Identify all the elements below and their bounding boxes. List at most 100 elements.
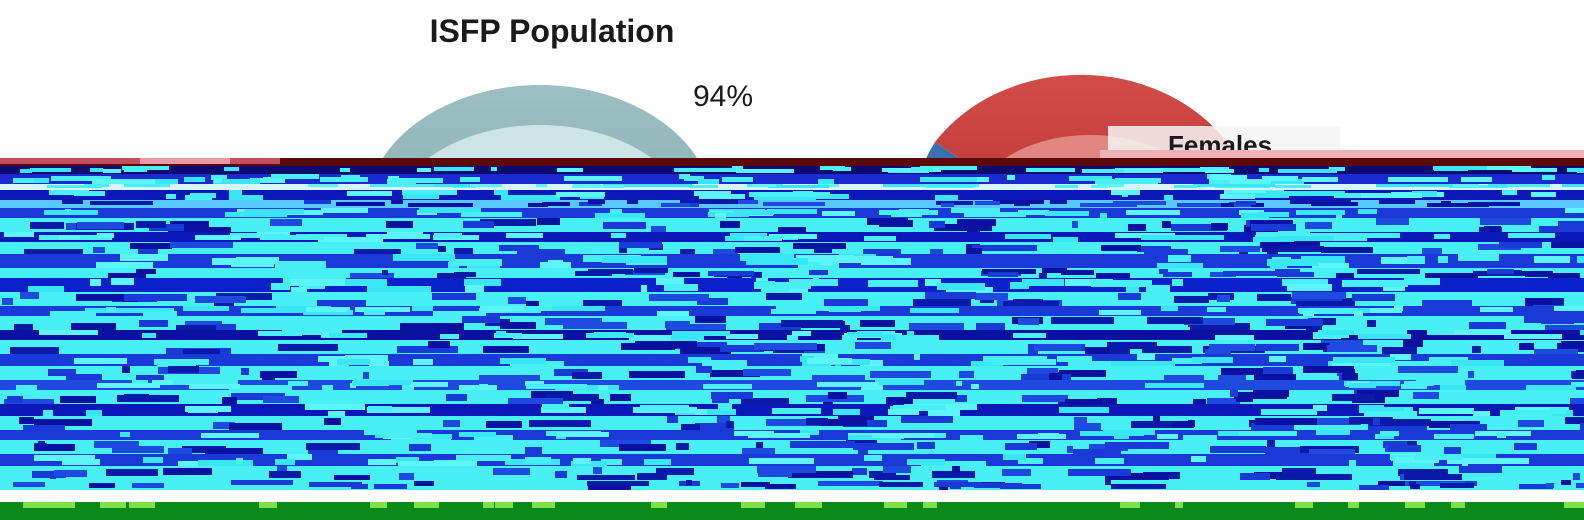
glitch-strip <box>712 396 729 403</box>
glitch-strip <box>34 178 49 183</box>
glitch-strip <box>1236 201 1256 205</box>
glitch-strip <box>1107 342 1157 349</box>
glitch-strip <box>456 455 511 461</box>
glitch-strip <box>694 191 731 196</box>
glitch-strip <box>494 333 522 338</box>
glitch-strip <box>1027 368 1058 375</box>
glitch-strip <box>1269 356 1286 362</box>
glitch-strip <box>402 385 414 390</box>
glitch-strip <box>1177 203 1221 207</box>
glitch-strip <box>168 366 199 373</box>
glitch-strip <box>619 242 662 248</box>
glitch-strip <box>1369 419 1431 426</box>
glitch-strip <box>1209 344 1255 351</box>
glitch-strip <box>1265 447 1310 454</box>
glitch-strip <box>92 179 155 184</box>
glitch-strip <box>1097 184 1124 187</box>
glitch-strip <box>815 306 880 311</box>
glitch-strip <box>888 409 919 415</box>
glitch-strip <box>818 481 883 486</box>
glitch-strip <box>1311 318 1336 325</box>
glitch-strip <box>1142 346 1192 353</box>
glitch-strip <box>1504 334 1562 339</box>
glitch-strip <box>262 375 275 382</box>
glitch-strip <box>89 483 115 488</box>
glitch-strip <box>1018 210 1049 215</box>
glitch-strip <box>725 236 753 241</box>
glitch-strip <box>1105 480 1111 485</box>
glitch-strip <box>795 502 822 508</box>
glitch-strip <box>259 502 277 508</box>
glitch-strip <box>807 358 852 364</box>
glitch-strip <box>176 325 234 332</box>
glitch-strip <box>374 484 407 489</box>
glitch-strip <box>291 287 307 294</box>
glitch-strip <box>241 308 304 313</box>
glitch-strip <box>617 213 634 218</box>
glitch-strip <box>1261 409 1317 415</box>
glitch-strip <box>1514 443 1537 450</box>
glitch-strip <box>1059 407 1109 413</box>
glitch-strip <box>754 195 816 200</box>
glitch-strip <box>835 256 893 263</box>
glitch-strip <box>13 178 49 183</box>
glitch-strip <box>108 273 146 278</box>
glitch-strip <box>886 397 913 404</box>
glitch-strip <box>1190 323 1250 330</box>
glitch-strip <box>879 482 923 487</box>
glitch-strip <box>1388 361 1452 367</box>
glitch-strip <box>93 247 105 253</box>
glitch-strip <box>152 380 178 385</box>
glitch-strip <box>768 185 829 188</box>
glitch-strip <box>726 421 734 428</box>
glitch-strip <box>937 283 985 290</box>
glitch-strip <box>814 247 832 253</box>
glitch-strip <box>340 168 350 172</box>
glitch-strip <box>1431 184 1458 187</box>
glitch-strip <box>1223 271 1284 276</box>
glitch-strip <box>229 423 282 430</box>
glitch-strip <box>1419 408 1474 414</box>
glitch-strip <box>952 466 960 473</box>
glitch-strip <box>1298 210 1345 215</box>
glitch-strip <box>1254 374 1296 381</box>
glitch-strip <box>591 399 604 406</box>
glitch-strip <box>30 222 64 229</box>
glitch-strip <box>708 271 754 276</box>
glitch-strip <box>271 283 290 290</box>
glitch-strip <box>495 502 513 508</box>
glitch-strip <box>94 441 139 448</box>
glitch-strip <box>542 404 569 410</box>
glitch-strip <box>1069 176 1112 181</box>
glitch-strip <box>124 394 149 401</box>
glitch-strip <box>741 482 770 487</box>
glitch-strip <box>308 184 338 187</box>
glitch-strip <box>368 406 392 412</box>
glitch-strip <box>1299 474 1352 481</box>
glitch-strip <box>1370 308 1402 313</box>
glitch-strip <box>771 309 816 314</box>
glitch-strip <box>1161 306 1178 311</box>
glitch-strip <box>776 306 830 311</box>
glitch-strip <box>1159 269 1168 274</box>
glitch-strip <box>779 287 808 294</box>
glitch-strip <box>1480 307 1513 312</box>
glitch-strip <box>1067 446 1073 453</box>
glitch-strip <box>1564 502 1584 508</box>
glitch-strip <box>34 455 95 461</box>
glitch-strip <box>1141 235 1161 240</box>
glitch-strip <box>1282 468 1316 475</box>
glitch-strip <box>651 502 667 508</box>
glitch-strip <box>974 483 1022 488</box>
glitch-strip <box>1512 168 1557 172</box>
glitch-strip <box>1440 483 1474 488</box>
glitch-strip <box>219 461 241 467</box>
glitch-strip <box>1561 341 1584 348</box>
glitch-strip <box>577 475 635 482</box>
glitch-strip <box>1153 416 1160 423</box>
glitch-strip <box>90 168 103 172</box>
glitch-strip <box>437 273 466 278</box>
glitch-strip <box>474 435 513 440</box>
glitch-strip <box>761 285 789 292</box>
glitch-strip <box>44 210 98 215</box>
